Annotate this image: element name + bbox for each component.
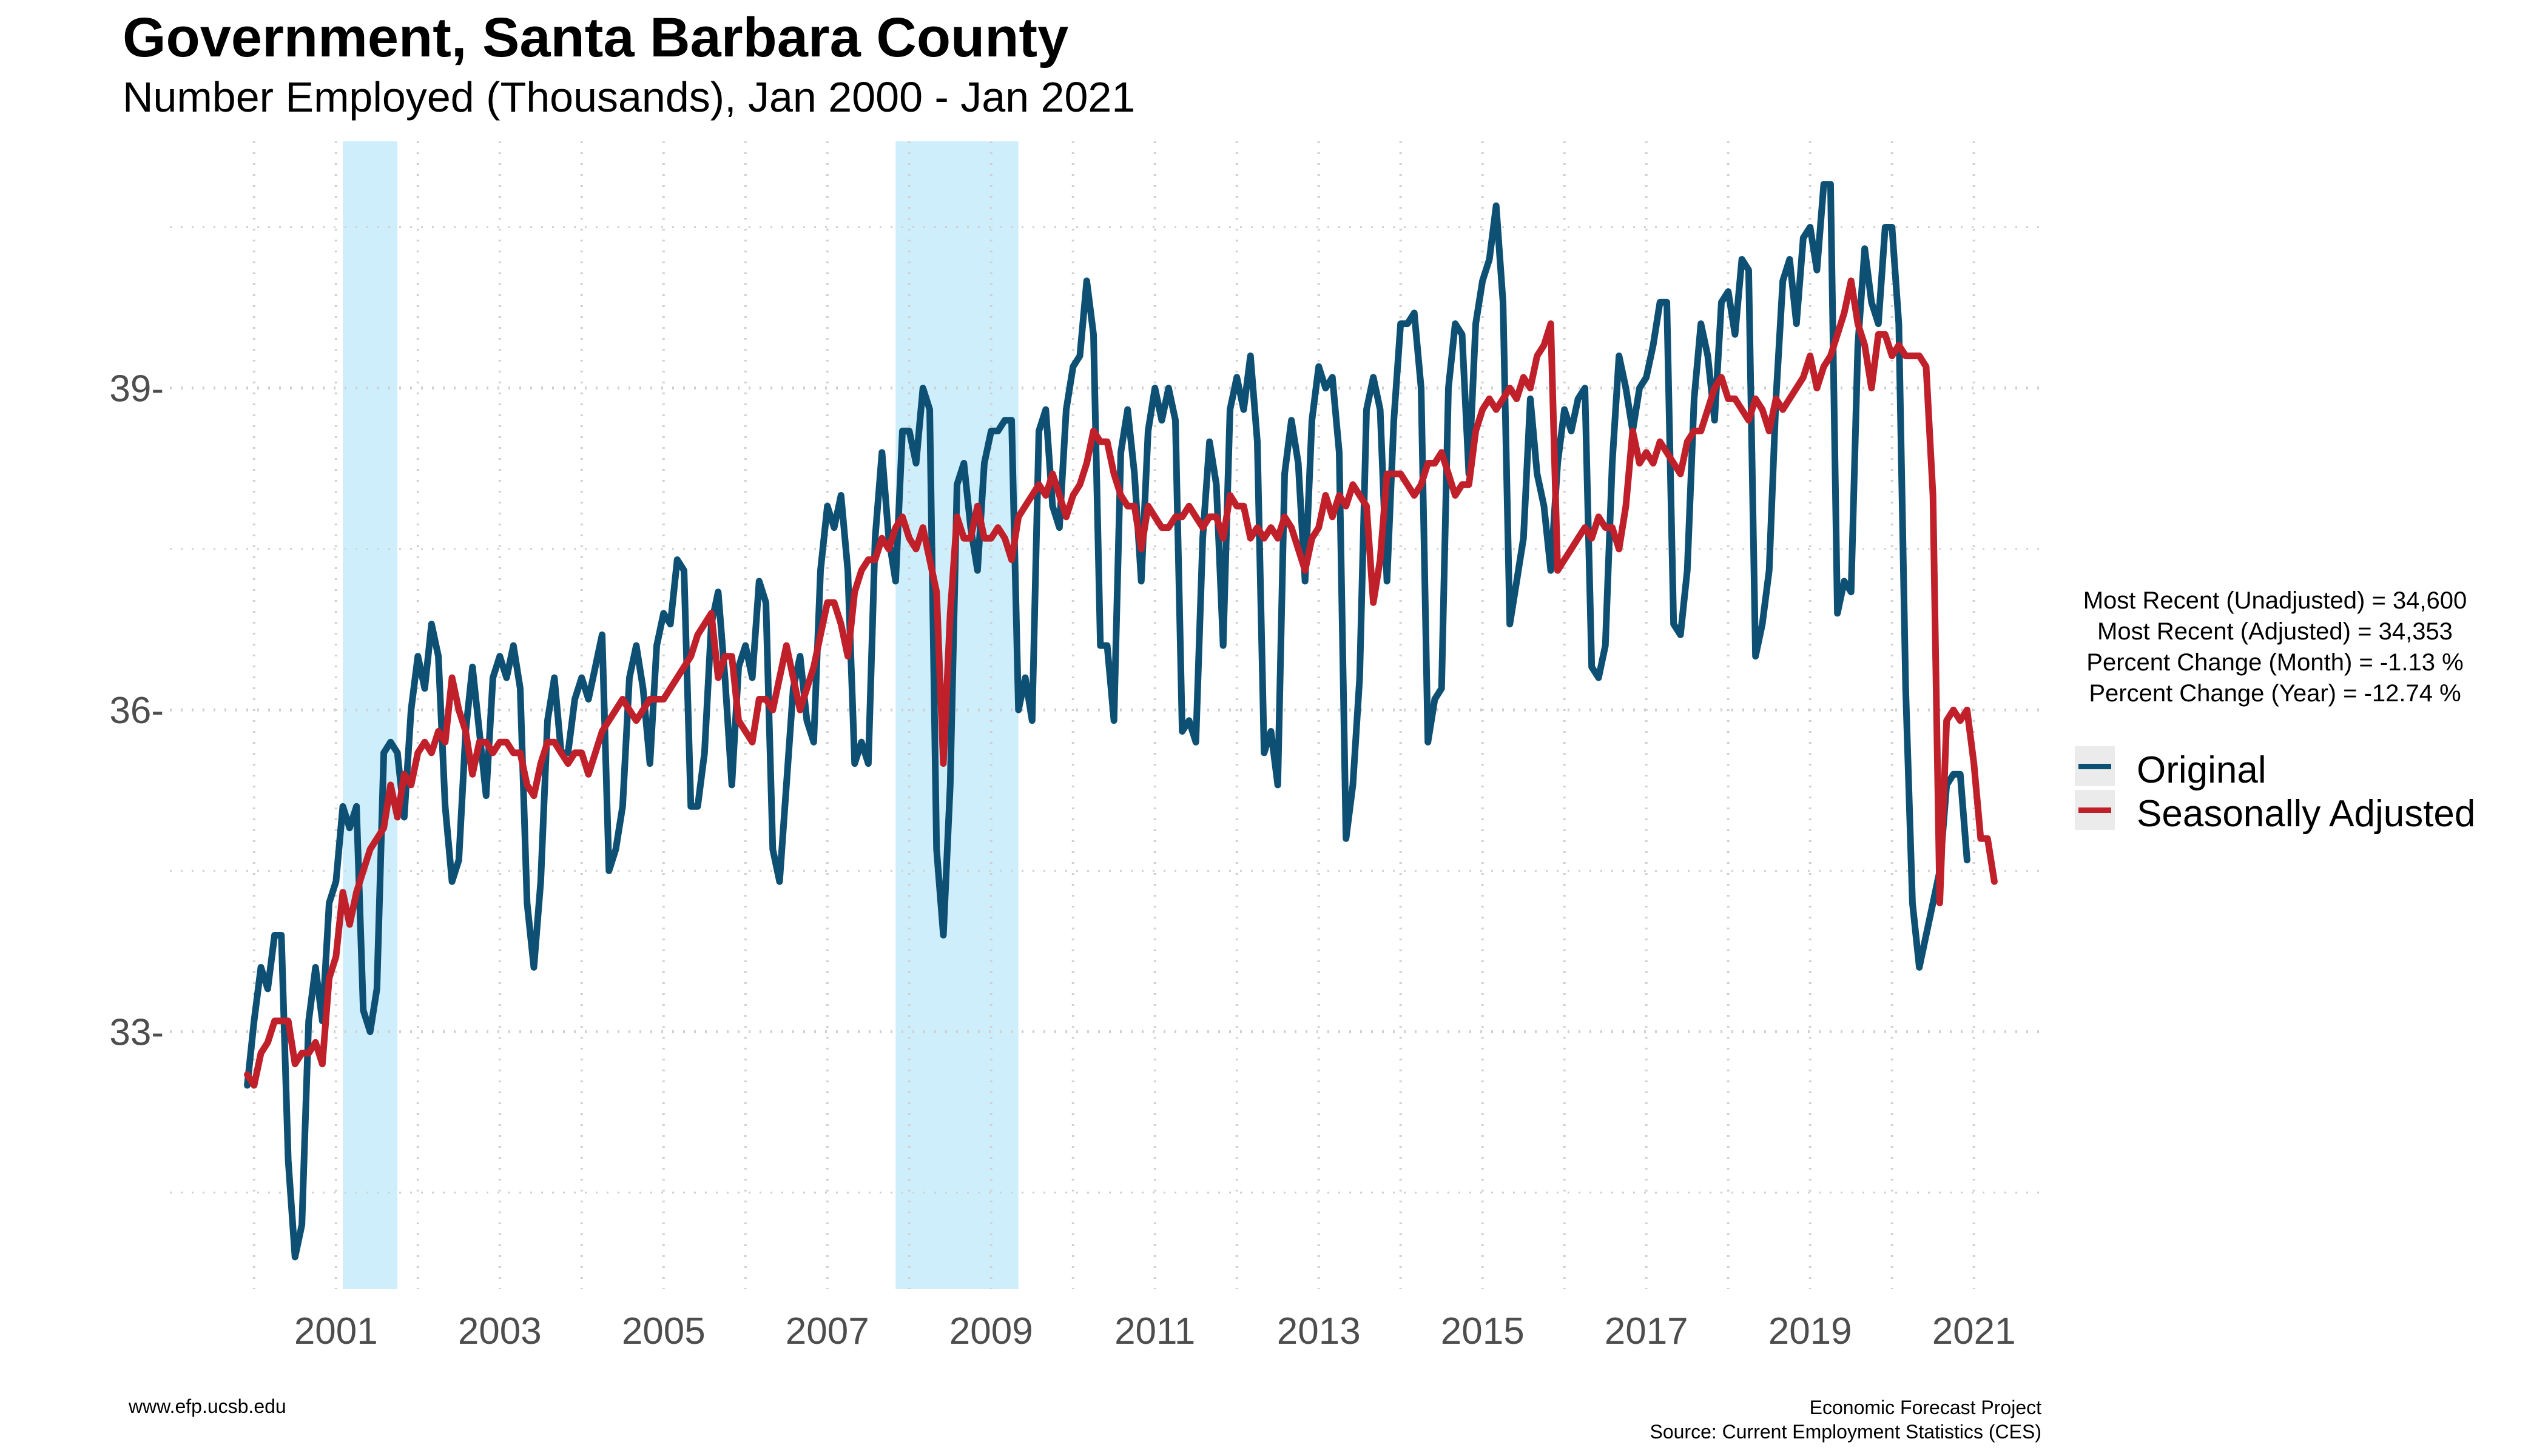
y-axis: 33- 36- 39-: [109, 368, 164, 1054]
series-line-1: [244, 277, 1998, 1089]
legend-swatch-original: [2078, 764, 2111, 769]
series-lines: [244, 181, 1998, 1261]
x-tick-label: 2001: [294, 1310, 378, 1352]
recession-band-0: [343, 141, 398, 1289]
x-tick-label: 2021: [1932, 1310, 2016, 1352]
x-axis: 2001 2003 2005 2007 2009 2011 2013 2015 2017 2019…: [294, 1310, 2016, 1352]
x-tick-label: 2009: [949, 1310, 1033, 1352]
stat-percent-change-month: Percent Change (Month) = -1.13 %: [2086, 649, 2464, 676]
footer-project: Economic Forecast Project: [1809, 1397, 2041, 1418]
y-tick-label: 36-: [109, 690, 164, 732]
footer-credits: Economic Forecast Project Source: Curren…: [1650, 1395, 2041, 1444]
legend-label-seasonally-adjusted: Seasonally Adjusted: [2137, 793, 2476, 835]
stat-most-recent-adjusted: Most Recent (Adjusted) = 34,353: [2097, 618, 2453, 645]
y-tick-label: 33-: [109, 1012, 164, 1054]
x-tick-label: 2019: [1768, 1310, 1852, 1352]
stat-most-recent-unadjusted: Most Recent (Unadjusted) = 34,600: [2083, 587, 2467, 614]
chart-subtitle: Number Employed (Thousands), Jan 2000 - …: [123, 73, 1136, 121]
legend-swatch-seasonally-adjusted: [2078, 807, 2111, 813]
legend-key-seasonally-adjusted: [2075, 790, 2115, 830]
recession-bands: [343, 141, 1019, 1289]
x-tick-label: 2005: [622, 1310, 706, 1352]
stat-percent-change-year: Percent Change (Year) = -12.74 %: [2089, 680, 2461, 707]
recession-band-1: [895, 141, 1019, 1289]
x-tick-label: 2003: [458, 1310, 542, 1352]
y-tick-label: 39-: [109, 368, 164, 410]
x-tick-label: 2017: [1605, 1310, 1688, 1352]
x-tick-label: 2011: [1114, 1310, 1195, 1352]
footer-source: Source: Current Employment Statistics (C…: [1650, 1421, 2041, 1443]
footer-website: www.efp.ucsb.edu: [129, 1395, 286, 1417]
grid-lines: [170, 141, 2044, 1289]
x-tick-label: 2007: [786, 1310, 869, 1352]
legend-key-original: [2075, 746, 2115, 786]
x-tick-label: 2015: [1441, 1310, 1525, 1352]
chart-title: Government, Santa Barbara County: [123, 7, 1069, 69]
legend-label-original: Original: [2137, 749, 2267, 791]
x-tick-label: 2013: [1277, 1310, 1361, 1352]
series-line-0: [244, 181, 1970, 1261]
summary-stats: Most Recent (Unadjusted) = 34,600 Most R…: [2002, 585, 2548, 709]
